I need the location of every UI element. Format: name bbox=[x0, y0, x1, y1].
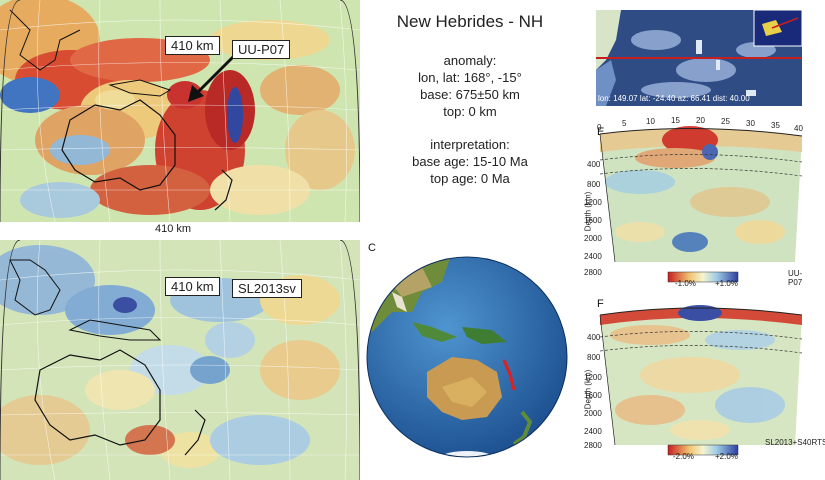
dist-tick-e-1: 5 bbox=[622, 119, 627, 128]
depth-tick-f-3: 1600 bbox=[584, 391, 602, 400]
profile-readout: lon: 149.07 lat: -24.40 az: 66.41 dist: … bbox=[598, 94, 750, 103]
scale-max-e: +1.0% bbox=[715, 279, 738, 288]
dist-tick-e-5: 25 bbox=[721, 117, 730, 126]
dist-tick-e-3: 15 bbox=[671, 116, 680, 125]
depth-tag-b: 410 km bbox=[165, 277, 220, 296]
depth-tick-e-7: 2800 bbox=[584, 268, 602, 277]
scale-min-f: -2.0% bbox=[673, 452, 694, 461]
depth-tick-e-6: 2400 bbox=[584, 252, 602, 261]
model-label-e: UU-P07 bbox=[788, 269, 803, 287]
anomaly-lonlat: lon, lat: 168°, -15° bbox=[418, 70, 522, 85]
ylabel-e: Depth (km) bbox=[583, 191, 593, 232]
anomaly-top: top: 0 km bbox=[443, 104, 497, 119]
caption-a: 410 km bbox=[155, 223, 192, 235]
panel-f-letter: F bbox=[597, 298, 604, 310]
model-label-f: SL2013+S40RTS bbox=[765, 438, 825, 447]
model-tag-b: SL2013sv bbox=[232, 279, 302, 298]
depth-tick-f-2: 1200 bbox=[584, 373, 602, 382]
model-tag-a: UU-P07 bbox=[232, 40, 291, 59]
scale-max-f: +2.0% bbox=[715, 452, 738, 461]
depth-tag-a: 410 km bbox=[165, 36, 220, 55]
depth-tick-e-5: 2000 bbox=[584, 234, 602, 243]
interpretation-base-age: base age: 15-10 Ma bbox=[412, 154, 528, 169]
page-title: New Hebrides - NH bbox=[396, 12, 544, 31]
interpretation-top-age: top age: 0 Ma bbox=[430, 171, 510, 186]
scale-min-e: -1.0% bbox=[675, 279, 696, 288]
dist-tick-e-4: 20 bbox=[696, 116, 705, 125]
depth-tick-e-3: 1200 bbox=[584, 198, 602, 207]
depth-tick-f-4: 2000 bbox=[584, 409, 602, 418]
depth-tick-f-6: 2800 bbox=[584, 441, 602, 450]
panel-e-letter: E bbox=[597, 126, 605, 138]
anomaly-header: anomaly: bbox=[443, 53, 497, 68]
depth-tick-f-1: 800 bbox=[587, 353, 601, 362]
ylabel-f: Depth (km) bbox=[583, 369, 593, 410]
globe bbox=[362, 252, 572, 462]
bathymetry-map-d: lon: 149.07 lat: -24.40 az: 66.41 dist: … bbox=[596, 9, 803, 106]
dist-tick-e-0: 0 bbox=[597, 123, 602, 132]
depth-tick-f-0: 400 bbox=[587, 333, 601, 342]
cross-section-e: 0 5 10 15 20 25 30 35 40 400 800 1200 16… bbox=[580, 112, 812, 290]
arrow-icon bbox=[188, 53, 237, 102]
depth-tick-e-1: 400 bbox=[587, 160, 601, 169]
cross-section-f: 400 800 1200 1600 2000 2400 2800 Depth (… bbox=[580, 295, 825, 475]
depth-tick-e-2: 800 bbox=[587, 180, 601, 189]
tomography-map-a bbox=[0, 0, 360, 222]
dist-tick-e-2: 10 bbox=[646, 117, 655, 126]
dist-tick-e-8: 40 bbox=[794, 124, 803, 133]
depth-tick-e-4: 1600 bbox=[584, 216, 602, 225]
interpretation-header: interpretation: bbox=[430, 137, 510, 152]
tomography-map-b bbox=[0, 240, 360, 480]
info-block: New Hebrides - NH anomaly: lon, lat: 168… bbox=[370, 12, 570, 187]
dist-tick-e-6: 30 bbox=[746, 119, 755, 128]
anomaly-base: base: 675±50 km bbox=[420, 87, 520, 102]
depth-tick-f-5: 2400 bbox=[584, 427, 602, 436]
panel-c-letter: C bbox=[368, 242, 376, 254]
dist-tick-e-7: 35 bbox=[771, 121, 780, 130]
